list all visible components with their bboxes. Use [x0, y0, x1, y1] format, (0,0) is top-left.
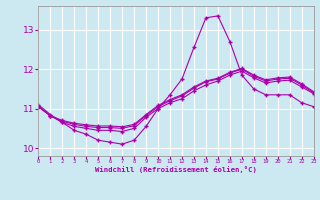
X-axis label: Windchill (Refroidissement éolien,°C): Windchill (Refroidissement éolien,°C) — [95, 166, 257, 173]
